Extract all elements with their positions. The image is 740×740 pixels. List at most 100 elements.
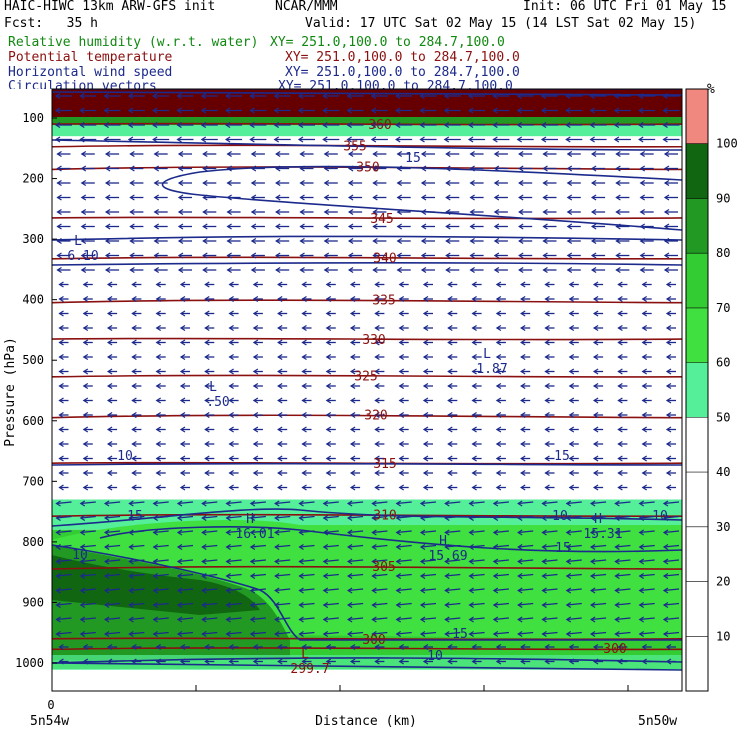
vector-head xyxy=(541,514,547,522)
vector-head xyxy=(299,165,305,172)
vector-head xyxy=(106,411,113,419)
vector-head xyxy=(277,440,283,448)
vector-head xyxy=(347,266,354,274)
vector-head xyxy=(638,136,644,143)
vector-head xyxy=(277,368,283,375)
vector-head xyxy=(444,587,450,594)
vector-head xyxy=(155,440,162,448)
vector-head xyxy=(542,237,548,245)
vector-shaft xyxy=(372,544,388,548)
vector-head xyxy=(128,616,134,623)
theta-contour xyxy=(52,256,682,260)
vector-head xyxy=(541,543,547,551)
vector-head xyxy=(131,440,137,448)
vector-head xyxy=(422,397,429,404)
vector-head xyxy=(614,601,620,609)
vector-shaft xyxy=(226,573,242,577)
vector-head xyxy=(224,136,231,143)
vector-head xyxy=(325,353,332,361)
vector-head xyxy=(617,339,623,346)
vector-head xyxy=(641,426,648,433)
vector-head xyxy=(568,469,575,477)
vector-head xyxy=(56,150,62,158)
vector-head xyxy=(322,136,328,143)
theta-label: 300 xyxy=(362,633,385,648)
vector-head xyxy=(665,397,672,404)
vector-head xyxy=(277,469,283,477)
vector-head xyxy=(638,616,645,623)
vector-head xyxy=(641,339,648,346)
vector-shaft xyxy=(372,530,388,534)
vector-head xyxy=(422,382,429,390)
vector-head xyxy=(225,630,231,638)
vector-head xyxy=(106,426,113,433)
vector-head xyxy=(252,368,259,375)
vector-head xyxy=(371,572,377,580)
vector-head xyxy=(200,92,207,100)
vector-shaft xyxy=(129,631,145,635)
vector-shaft xyxy=(202,544,218,548)
vector-head xyxy=(568,324,575,332)
vector-shaft xyxy=(639,588,655,592)
vector-head xyxy=(398,469,405,477)
vector-shaft xyxy=(445,501,461,505)
vector-shaft xyxy=(396,559,412,563)
vector-head xyxy=(517,558,523,565)
vector-head xyxy=(298,500,304,507)
vector-head xyxy=(492,572,499,580)
vector-head xyxy=(155,426,162,433)
theta-label: 300 xyxy=(603,642,626,657)
vector-head xyxy=(565,500,572,507)
vector-head xyxy=(419,500,426,507)
vector-head xyxy=(665,324,672,332)
vector-head xyxy=(153,179,160,187)
wind-label: 10 xyxy=(552,509,568,524)
vector-head xyxy=(153,266,160,274)
vector-head xyxy=(371,616,377,623)
vector-head xyxy=(493,179,500,187)
vector-head xyxy=(176,587,183,594)
vector-head xyxy=(398,658,405,665)
vector-shaft xyxy=(542,617,558,621)
vector-head xyxy=(395,558,402,565)
vector-shaft xyxy=(445,602,461,606)
vector-head xyxy=(542,150,548,158)
vector-shaft xyxy=(396,588,412,592)
vector-head xyxy=(492,543,499,551)
vector-head xyxy=(179,382,186,390)
vector-head xyxy=(371,543,377,551)
vector-shaft xyxy=(469,617,485,621)
vector-shaft xyxy=(250,544,266,548)
vector-head xyxy=(249,500,256,507)
vector-shaft xyxy=(518,602,534,606)
vector-head xyxy=(370,121,377,129)
vector-shaft xyxy=(105,544,121,548)
vector-head xyxy=(639,223,646,230)
theta-label: 355 xyxy=(343,139,366,154)
vector-head xyxy=(495,397,502,404)
vector-head xyxy=(641,411,648,419)
vector-head xyxy=(225,558,231,565)
vector-shaft xyxy=(275,573,291,577)
vector-head xyxy=(325,440,332,448)
colorbar-frame xyxy=(685,88,709,692)
vector-head xyxy=(492,587,499,594)
vector-head xyxy=(346,572,353,580)
vector-head xyxy=(492,514,499,522)
vector-head xyxy=(274,529,280,536)
vector-head xyxy=(299,150,305,158)
vector-head xyxy=(58,339,64,346)
vector-shaft xyxy=(105,515,121,519)
vector-head xyxy=(422,281,429,288)
vector-head xyxy=(106,281,113,288)
vector-shaft xyxy=(299,559,315,563)
vector-shaft xyxy=(372,588,388,592)
vector-head xyxy=(80,194,87,201)
vector-head xyxy=(471,382,477,390)
vector-head xyxy=(103,572,110,580)
vector-head xyxy=(443,136,450,143)
vector-head xyxy=(395,572,402,580)
vector-head xyxy=(297,107,304,114)
vector-shaft xyxy=(469,501,485,505)
